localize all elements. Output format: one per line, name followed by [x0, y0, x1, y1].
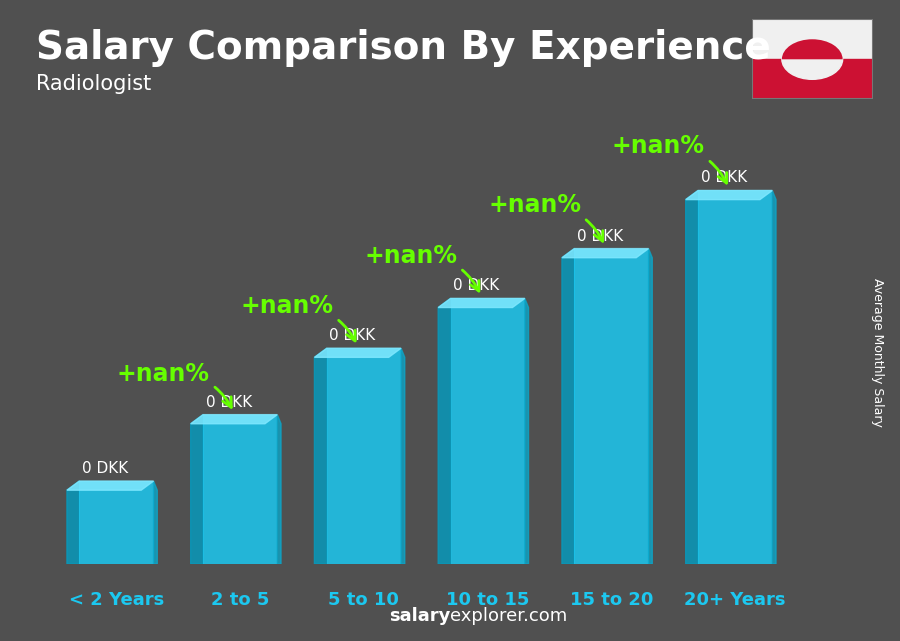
Polygon shape — [438, 299, 525, 308]
Wedge shape — [782, 39, 842, 60]
Polygon shape — [277, 415, 281, 564]
Text: 2 to 5: 2 to 5 — [211, 591, 269, 609]
Text: +nan%: +nan% — [488, 193, 603, 241]
Polygon shape — [401, 348, 405, 564]
Bar — [752, 19, 873, 60]
Polygon shape — [67, 481, 154, 490]
Bar — [752, 60, 873, 99]
Text: 0 DKK: 0 DKK — [453, 278, 500, 294]
Polygon shape — [562, 249, 574, 564]
Polygon shape — [314, 348, 327, 564]
FancyBboxPatch shape — [203, 415, 277, 564]
Text: 0 DKK: 0 DKK — [329, 328, 375, 343]
Polygon shape — [525, 299, 528, 564]
Polygon shape — [686, 190, 698, 564]
Text: Salary Comparison By Experience: Salary Comparison By Experience — [36, 29, 770, 67]
Polygon shape — [191, 415, 203, 564]
FancyBboxPatch shape — [574, 249, 649, 564]
Polygon shape — [191, 415, 277, 424]
Polygon shape — [314, 348, 401, 357]
Polygon shape — [562, 249, 649, 258]
Text: 20+ Years: 20+ Years — [684, 591, 786, 609]
Polygon shape — [649, 249, 652, 564]
Text: 0 DKK: 0 DKK — [205, 395, 252, 410]
Text: Average Monthly Salary: Average Monthly Salary — [871, 278, 884, 427]
Text: 0 DKK: 0 DKK — [700, 171, 747, 185]
Text: 10 to 15: 10 to 15 — [446, 591, 529, 609]
Text: 15 to 20: 15 to 20 — [570, 591, 653, 609]
FancyBboxPatch shape — [451, 299, 525, 564]
Text: Radiologist: Radiologist — [36, 74, 151, 94]
Polygon shape — [772, 190, 776, 564]
Text: +nan%: +nan% — [240, 294, 356, 341]
Text: 0 DKK: 0 DKK — [577, 229, 623, 244]
FancyBboxPatch shape — [327, 348, 401, 564]
Polygon shape — [67, 481, 79, 564]
Polygon shape — [438, 299, 451, 564]
Polygon shape — [154, 481, 157, 564]
Text: +nan%: +nan% — [612, 134, 726, 183]
Text: 5 to 10: 5 to 10 — [328, 591, 400, 609]
Polygon shape — [686, 190, 772, 199]
Text: 0 DKK: 0 DKK — [82, 461, 128, 476]
FancyBboxPatch shape — [79, 481, 154, 564]
Circle shape — [782, 39, 842, 79]
Text: salary: salary — [389, 607, 450, 625]
Text: < 2 Years: < 2 Years — [68, 591, 164, 609]
Text: explorer.com: explorer.com — [450, 607, 567, 625]
Text: +nan%: +nan% — [364, 244, 479, 291]
Text: +nan%: +nan% — [117, 362, 231, 407]
FancyBboxPatch shape — [698, 190, 772, 564]
